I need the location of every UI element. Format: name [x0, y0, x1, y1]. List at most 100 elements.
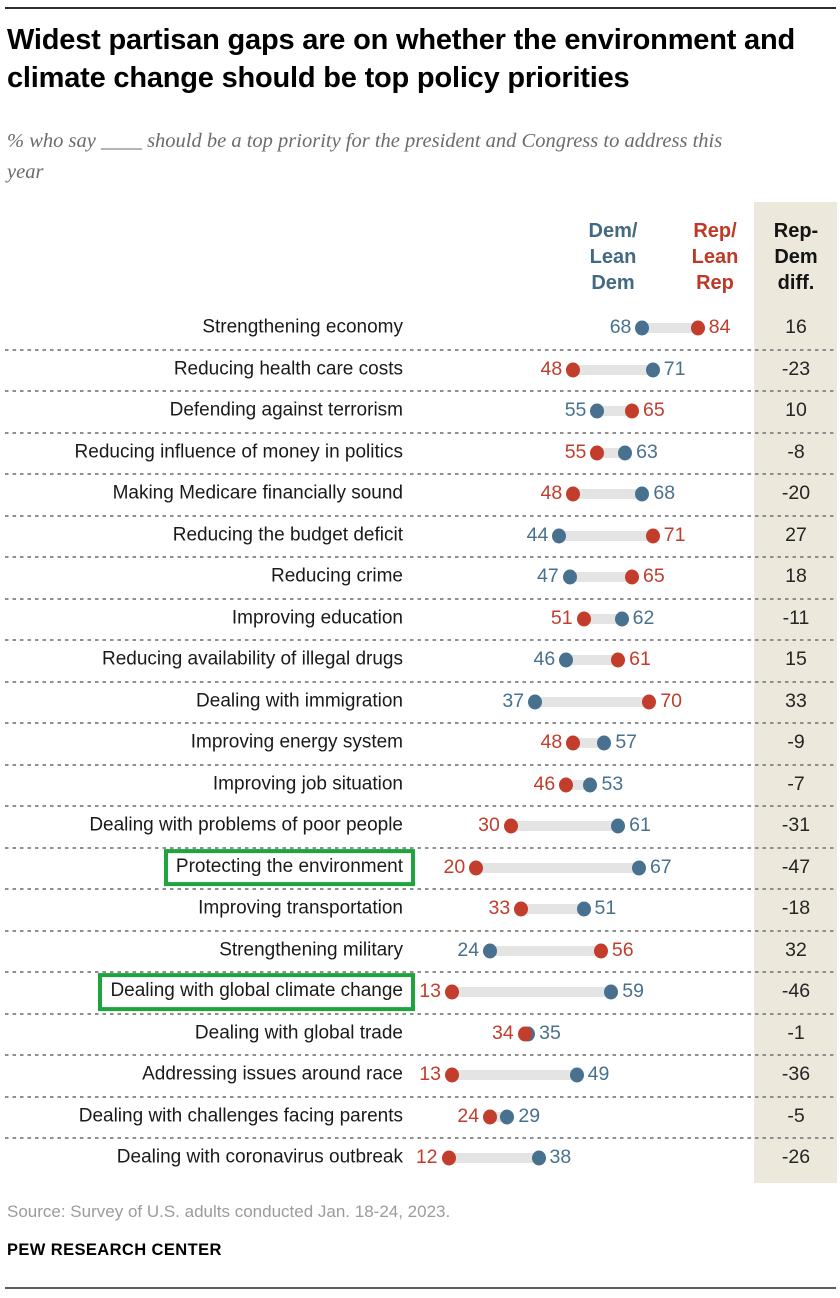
row-category-label: Strengthening economy: [0, 317, 403, 340]
rep-dot: [566, 735, 581, 751]
category-label-text: Reducing crime: [271, 565, 403, 587]
rep-dem-diff-value: -5: [787, 1104, 805, 1127]
category-label-text: Improving energy system: [190, 731, 403, 753]
column-header-dem: Dem/ Lean Dem: [588, 220, 638, 294]
connector-bar: [597, 447, 626, 458]
rep-dem-diff-value: -8: [787, 440, 805, 463]
category-label-text: Defending against terrorism: [169, 399, 403, 421]
rep-value: 46: [533, 772, 556, 795]
category-label-text: Addressing issues around race: [142, 1063, 403, 1085]
category-label-text: Strengthening economy: [202, 316, 403, 338]
row-separator: [5, 1054, 836, 1056]
connector-bar: [642, 323, 698, 333]
chart-row: Improving education 51 62 -11: [0, 598, 840, 640]
row-category-label: Improving job situation: [0, 773, 403, 796]
chart-row: Reducing influence of money in politics 5…: [0, 432, 840, 474]
rep-dem-diff-value: 18: [785, 565, 807, 588]
row-category-label: Protecting the environment: [0, 848, 415, 887]
rep-dot: [445, 1067, 459, 1083]
rep-dot: [517, 1026, 532, 1041]
connector-bar: [521, 904, 584, 914]
dem-value: 29: [518, 1104, 541, 1127]
rep-dot: [593, 943, 608, 958]
row-separator: [5, 971, 836, 973]
category-label-text: Improving job situation: [212, 773, 403, 795]
rep-value: 70: [660, 689, 683, 712]
chart-row: Reducing availability of illegal drugs 46…: [0, 639, 840, 681]
dem-dot: [576, 901, 591, 917]
rep-dot: [576, 611, 591, 626]
dem-dot: [483, 943, 498, 958]
dem-value: 61: [629, 814, 651, 837]
rep-value: 34: [492, 1021, 514, 1044]
dem-dot: [531, 1150, 546, 1166]
row-category-label: Dealing with global trade: [0, 1022, 403, 1045]
rep-dem-diff-value: 27: [785, 523, 807, 546]
row-category-label: Making Medicare financially sound: [0, 483, 403, 506]
chart-row: Protecting the environment 20 67 -47: [0, 847, 840, 889]
row-category-label: Dealing with problems of poor people: [0, 815, 403, 838]
connector-bar: [448, 1153, 539, 1163]
connector-bar: [535, 696, 650, 707]
row-separator: [5, 763, 836, 766]
footer-brand: PEW RESEARCH CENTER: [7, 1241, 222, 1259]
chart-row: Dealing with challenges facing parents 24…: [0, 1096, 840, 1138]
rep-value: 65: [643, 399, 665, 422]
dem-dot: [590, 403, 605, 419]
category-label-text: Dealing with coronavirus outbreak: [116, 1146, 403, 1168]
column-header-diff: Rep- Dem diff.: [773, 220, 819, 294]
rep-dot: [483, 1109, 498, 1124]
rep-value: 30: [478, 814, 500, 837]
rep-dem-diff-value: 15: [785, 648, 807, 671]
row-separator: [5, 888, 836, 890]
rep-value: 56: [611, 938, 634, 961]
chart-row: Improving job situation 46 53 -7: [0, 764, 840, 806]
dem-value: 37: [502, 689, 525, 712]
row-separator: [5, 597, 836, 600]
category-label-text: Reducing the budget deficit: [172, 524, 403, 546]
dem-dot: [635, 486, 650, 502]
dem-value: 68: [609, 316, 632, 339]
rep-dem-diff-value: -36: [781, 1063, 811, 1086]
row-separator: [5, 722, 836, 724]
rep-dem-diff-value: -9: [787, 731, 805, 754]
rep-value: 71: [663, 523, 686, 546]
source-note: Source: Survey of U.S. adults conducted …: [7, 1202, 451, 1221]
category-label-text: Dealing with immigration: [196, 690, 403, 712]
row-separator: [5, 514, 836, 517]
row-category-label: Reducing influence of money in politics: [0, 441, 403, 464]
dem-dot: [562, 569, 577, 585]
dem-value: 24: [457, 938, 480, 961]
dem-value: 57: [615, 731, 638, 754]
rep-value: 20: [443, 855, 466, 878]
dem-value: 59: [622, 980, 644, 1003]
connector-bar: [573, 364, 653, 375]
bottom-divider: [5, 1287, 836, 1289]
row-separator: [5, 846, 836, 849]
dem-dot: [635, 320, 650, 336]
dem-dot: [559, 652, 574, 668]
rep-value: 13: [419, 980, 441, 1003]
connector-bar: [510, 821, 619, 831]
row-separator: [5, 639, 836, 641]
dem-dot: [614, 611, 629, 626]
row-category-label: Dealing with global climate change: [0, 973, 415, 1011]
dem-value: 35: [539, 1021, 561, 1044]
dem-value: 47: [537, 565, 559, 588]
rep-dot: [690, 320, 705, 336]
rep-value: 24: [457, 1104, 480, 1127]
connector-bar: [573, 738, 605, 748]
category-label-text: Improving transportation: [198, 897, 403, 919]
rep-dot: [642, 694, 657, 709]
row-category-label: Reducing health care costs: [0, 358, 403, 381]
column-header-rep: Rep/ Lean Rep: [691, 220, 739, 294]
rep-value: 61: [629, 648, 651, 671]
rep-dot: [445, 984, 459, 1000]
rep-value: 48: [540, 731, 563, 754]
connector-bar: [490, 945, 601, 956]
dem-dot: [528, 694, 543, 709]
rep-value: 48: [540, 482, 563, 505]
category-label-text: Reducing availability of illegal drugs: [101, 648, 403, 670]
dem-value: 63: [636, 440, 658, 463]
